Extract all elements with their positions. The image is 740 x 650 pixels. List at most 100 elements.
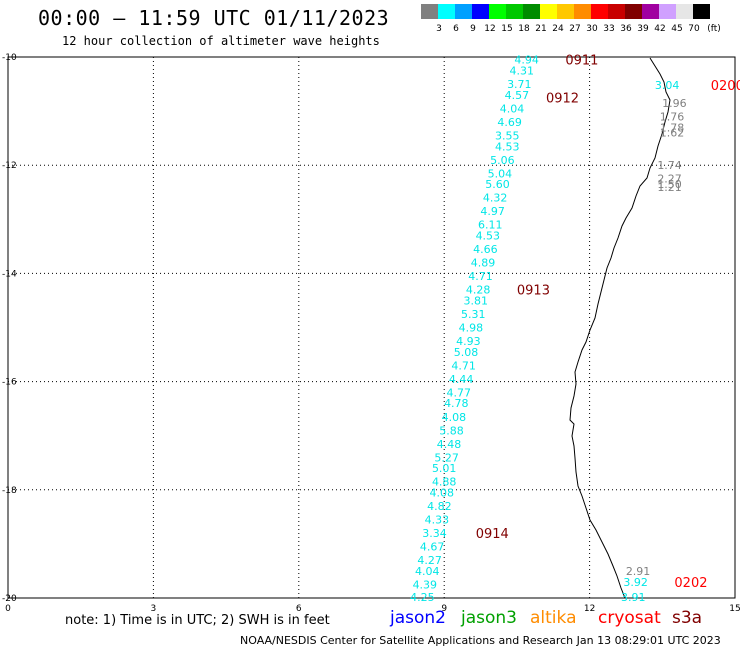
y-tick-label: -18: [2, 486, 17, 496]
satellite-legend-altika: altika: [530, 608, 577, 628]
legend-label: 24: [552, 24, 564, 34]
wave-height-label: 4.71: [451, 359, 476, 372]
y-tick-label: -20: [2, 594, 17, 604]
wave-height-label: 4.78: [444, 397, 469, 410]
wave-height-label: 3.71: [507, 78, 532, 91]
wave-height-label: 1.76: [660, 111, 685, 124]
pass-time-label: 0911: [565, 54, 598, 69]
y-tick-label: -16: [2, 378, 17, 388]
wave-height-label: 5.04: [488, 167, 513, 180]
wave-height-label: 4.82: [427, 500, 452, 513]
wave-height-label: 4.33: [425, 514, 450, 527]
wave-height-label: 1.96: [662, 97, 687, 110]
wave-height-label: 4.32: [483, 192, 508, 205]
legend-swatch: [557, 4, 574, 19]
satellite-legend-jason3: jason3: [461, 608, 517, 628]
wave-height-label: 5.06: [490, 154, 515, 167]
page-title: 00:00 – 11:59 UTC 01/11/2023: [38, 6, 390, 30]
pass-time-label: 0913: [517, 284, 550, 299]
x-tick-label: 9: [441, 604, 447, 614]
wave-height-label: 1.74: [657, 159, 682, 172]
y-tick-label: -10: [2, 53, 17, 63]
wave-height-label: 4.53: [495, 140, 520, 153]
legend-label: 15: [501, 24, 513, 34]
wave-height-label: 4.48: [437, 438, 462, 451]
wave-height-label: 4.31: [509, 65, 534, 78]
wave-height-label: 4.71: [468, 270, 493, 283]
wave-height-label: 4.44: [449, 373, 474, 386]
legend-label: 45: [671, 24, 683, 34]
x-tick-label: 12: [584, 604, 595, 614]
data-layer: 4.944.313.714.574.044.693.554.535.065.04…: [410, 54, 740, 604]
wave-height-label: 4.67: [420, 541, 445, 554]
wave-height-label: 4.69: [497, 116, 522, 129]
x-tick-label: 0: [5, 604, 11, 614]
legend-swatch: [523, 4, 540, 19]
satellite-legend-s3a: s3a: [672, 608, 703, 628]
wave-height-label: 4.25: [410, 591, 435, 604]
legend-label: 42: [654, 24, 666, 34]
wave-height-label: 3.92: [623, 576, 648, 589]
wave-height-label: 4.28: [466, 284, 491, 297]
wave-height-label: 1.62: [660, 127, 685, 140]
pass-time-label: 0914: [476, 527, 509, 542]
wave-height-label: 2.91: [626, 565, 651, 578]
wave-height-label: 4.08: [430, 487, 455, 500]
wave-height-label: 3.04: [655, 79, 680, 92]
wave-height-label: 1.21: [657, 181, 682, 194]
legend-label: 70: [688, 24, 700, 34]
wave-height-label: 4.88: [432, 476, 457, 489]
wave-height-label: 4.08: [442, 411, 467, 424]
legend-label: 6: [453, 24, 459, 34]
pass-time-label: 0200: [711, 79, 740, 94]
wave-height-label: 1.50: [657, 178, 682, 191]
legend-swatch: [540, 4, 557, 19]
wave-height-label: 4.57: [505, 89, 530, 102]
wave-height-label: 6.11: [478, 219, 503, 232]
legend-swatch: [693, 4, 710, 19]
x-tick-label: 6: [296, 604, 302, 614]
satellite-legend-jason2: jason2: [390, 608, 446, 628]
wave-height-label: 1.78: [660, 121, 685, 134]
pass-time-label: 0912: [546, 92, 579, 107]
wave-height-label: 4.66: [473, 243, 498, 256]
wave-height-label: 4.98: [459, 322, 484, 335]
page-subtitle: 12 hour collection of altimeter wave hei…: [62, 34, 380, 48]
legend-label: 36: [620, 24, 632, 34]
wave-height-label: 3.55: [495, 129, 520, 142]
y-tick-label: -12: [2, 161, 17, 171]
y-tick-label: -14: [2, 269, 17, 279]
wave-height-label: 4.94: [514, 54, 539, 67]
wave-height-label: 5.27: [434, 451, 459, 464]
wave-height-label: 3.34: [422, 527, 447, 540]
satellite-legend-cryosat: cryosat: [598, 608, 661, 628]
wave-height-label: 4.27: [417, 554, 442, 567]
legend-swatch: [676, 4, 693, 19]
wave-height-label: 4.53: [476, 230, 501, 243]
coastline: [569, 57, 671, 599]
note-text: note: 1) Time is in UTC; 2) SWH is in fe…: [65, 613, 330, 628]
wave-height-label: 3.81: [463, 294, 488, 307]
legend-swatch: [506, 4, 523, 19]
legend-label: 39: [637, 24, 649, 34]
legend-swatch: [642, 4, 659, 19]
legend-swatch: [455, 4, 472, 19]
axis-tick-labels: 0 3 6 9 12 15 -10 -12 -14 -16 -18 -20: [2, 53, 740, 614]
legend-label: 30: [586, 24, 598, 34]
wave-height-label: 4.89: [471, 257, 496, 270]
wave-height-label: 4.04: [415, 565, 440, 578]
legend-label: 9: [470, 24, 476, 34]
legend-label: 27: [569, 24, 581, 34]
legend-label: 3: [436, 24, 442, 34]
pass-time-label: 0202: [674, 576, 707, 591]
legend-label: 18: [518, 24, 530, 34]
wave-height-label: 4.04: [500, 102, 525, 115]
legend-swatch: [421, 4, 438, 19]
wave-height-label: 5.01: [432, 462, 457, 475]
wave-height-label: 5.08: [454, 346, 479, 359]
legend-unit: (ft): [707, 24, 721, 34]
legend-swatch: [659, 4, 676, 19]
legend-label: 33: [603, 24, 615, 34]
wave-height-label: 4.39: [413, 578, 438, 591]
